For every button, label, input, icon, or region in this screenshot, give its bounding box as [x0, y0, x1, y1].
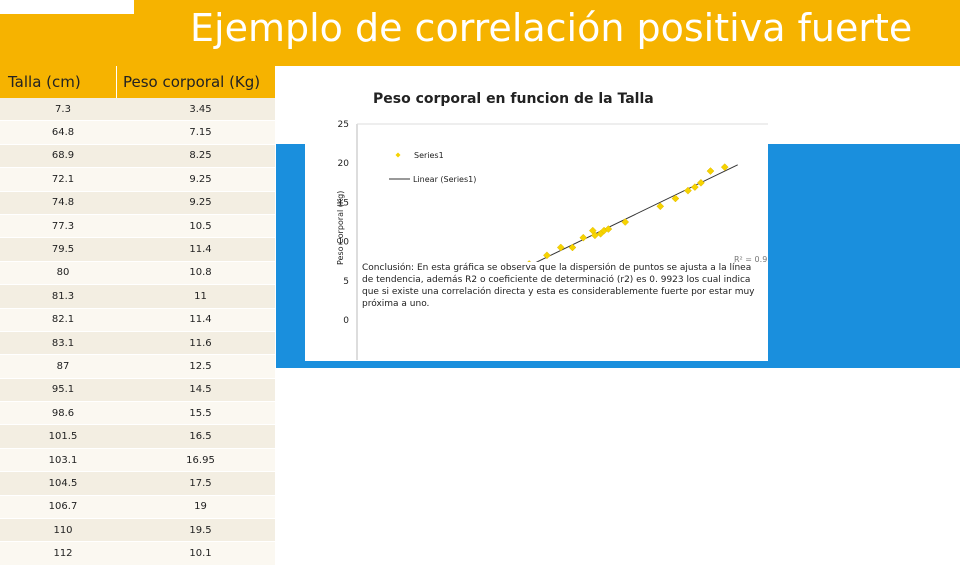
data-point: [556, 243, 565, 252]
talla-cell: 83.1: [51, 337, 75, 349]
talla-cell: 112: [53, 548, 73, 560]
table-row: 81.3 11: [0, 285, 275, 309]
y-tick-label: 15: [338, 198, 349, 208]
table-row: 101.5 16.5: [0, 425, 275, 449]
talla-cell: 104.5: [48, 477, 78, 489]
peso-cell: 10.8: [189, 267, 212, 279]
data-point: [671, 194, 680, 203]
talla-cell: 81.3: [51, 290, 75, 302]
peso-cell: 19: [194, 501, 207, 513]
chart-title: Peso corporal en funcion de la Talla: [373, 91, 654, 107]
talla-cell: 82.1: [51, 314, 75, 326]
page-title: Ejemplo de correlación positiva fuerte: [190, 6, 913, 50]
table-row: 106.7 19: [0, 495, 275, 520]
talla-cell: 87: [56, 360, 70, 372]
talla-cell: 79.5: [51, 244, 75, 256]
peso-cell: 11.4: [189, 314, 212, 326]
peso-cell: 16.95: [186, 454, 215, 466]
col-talla-header: Talla (cm): [8, 73, 81, 91]
data-point: [579, 233, 588, 242]
data-point: [697, 178, 705, 187]
data-point: [568, 243, 577, 252]
y-axis-label: Peso Corporal (Kg): [336, 191, 345, 265]
table-row: 79.5 11.4: [0, 238, 275, 262]
peso-cell: 11.6: [189, 337, 212, 349]
peso-cell: 10.5: [189, 220, 212, 232]
talla-cell: 77.3: [51, 220, 75, 232]
peso-cell: 3.45: [189, 103, 212, 115]
table-row: 74.8 9.25: [0, 191, 275, 215]
data-point: [720, 163, 729, 171]
peso-cell: 11: [194, 290, 207, 302]
conclusion-text: Conclusión: En esta gráfica se observa q…: [362, 262, 762, 310]
right-white-area: [276, 368, 960, 540]
peso-cell: 15.5: [189, 407, 212, 419]
y-tick-label: 20: [338, 159, 350, 169]
peso-cell: 12.5: [189, 360, 212, 372]
table-row: 103.1 16.95: [0, 448, 275, 473]
talla-cell: 64.8: [51, 127, 75, 139]
data-point: [543, 251, 551, 260]
talla-cell: 101.5: [48, 431, 78, 443]
chart-area: Peso corporal en funcion de la Talla: [305, 75, 768, 361]
legend-marker: [395, 152, 401, 158]
table-row: 95.1 14.5: [0, 378, 275, 403]
table-row: 82.1 11.4: [0, 308, 275, 332]
peso-cell: 16.5: [189, 431, 212, 443]
data-point: [656, 202, 665, 211]
table-row: 80 10.8: [0, 261, 275, 286]
talla-cell: 72.1: [51, 173, 75, 185]
talla-cell: 110: [53, 524, 73, 536]
peso-cell: 7.15: [189, 127, 212, 139]
table-row: 98.6 15.5: [0, 402, 275, 426]
talla-cell: 106.7: [48, 501, 78, 513]
peso-cell: 9.25: [189, 197, 212, 209]
title-bar: Ejemplo de correlación positiva fuerte: [136, 0, 960, 66]
data-point: [691, 183, 699, 191]
r-squared-label: R² = 0.9: [734, 255, 767, 264]
table-row: 112 10.1: [0, 542, 275, 566]
data-point: [706, 167, 715, 175]
scatter-chart: 0 5 10 15 20 25 Peso Corporal (Kg) Series1 Linea…: [336, 120, 768, 360]
talla-cell: 68.9: [51, 150, 75, 162]
trendline: [520, 164, 738, 271]
table-row: 87 12.5: [0, 355, 275, 379]
table-row: 64.8 7.15: [0, 121, 275, 145]
peso-cell: 10.1: [189, 548, 212, 560]
comment-text: Comentario: En esta gráfica se observa q…: [292, 380, 908, 492]
y-tick-label: 0: [343, 316, 349, 326]
data-point: [684, 186, 692, 195]
y-tick-label: 5: [343, 277, 349, 287]
peso-cell: 9.25: [189, 173, 212, 185]
table-row: 77.3 10.5: [0, 214, 275, 239]
col-peso-header: Peso corporal (Kg): [116, 66, 275, 98]
peso-cell: 11.4: [189, 244, 212, 256]
talla-cell: 95.1: [51, 384, 75, 396]
legend-linear: Linear (Series1): [413, 175, 476, 184]
peso-cell: 17.5: [189, 477, 212, 489]
y-tick-label: 10: [338, 238, 350, 248]
data-point: [604, 225, 613, 233]
table-row: 104.5 17.5: [0, 472, 275, 496]
talla-cell: 7.3: [55, 103, 71, 115]
legend-series1: Series1: [414, 151, 444, 160]
talla-cell: 74.8: [51, 197, 75, 209]
table-row: 83.1 11.6: [0, 331, 275, 356]
peso-cell: 19.5: [189, 524, 212, 536]
y-tick-label: 25: [338, 120, 349, 130]
peso-cell: 8.25: [189, 150, 212, 162]
data-point: [621, 218, 630, 226]
talla-cell: 80: [56, 267, 70, 279]
table-row: 7.3 3.45: [0, 98, 275, 122]
table-row: 72.1 9.25: [0, 168, 275, 192]
table-header: Talla (cm) Peso corporal (Kg): [0, 66, 275, 98]
talla-cell: 103.1: [48, 454, 78, 466]
peso-cell: 14.5: [189, 384, 212, 396]
table-row: 68.9 8.25: [0, 144, 275, 169]
talla-cell: 98.6: [51, 407, 75, 419]
white-notch: [0, 0, 134, 14]
